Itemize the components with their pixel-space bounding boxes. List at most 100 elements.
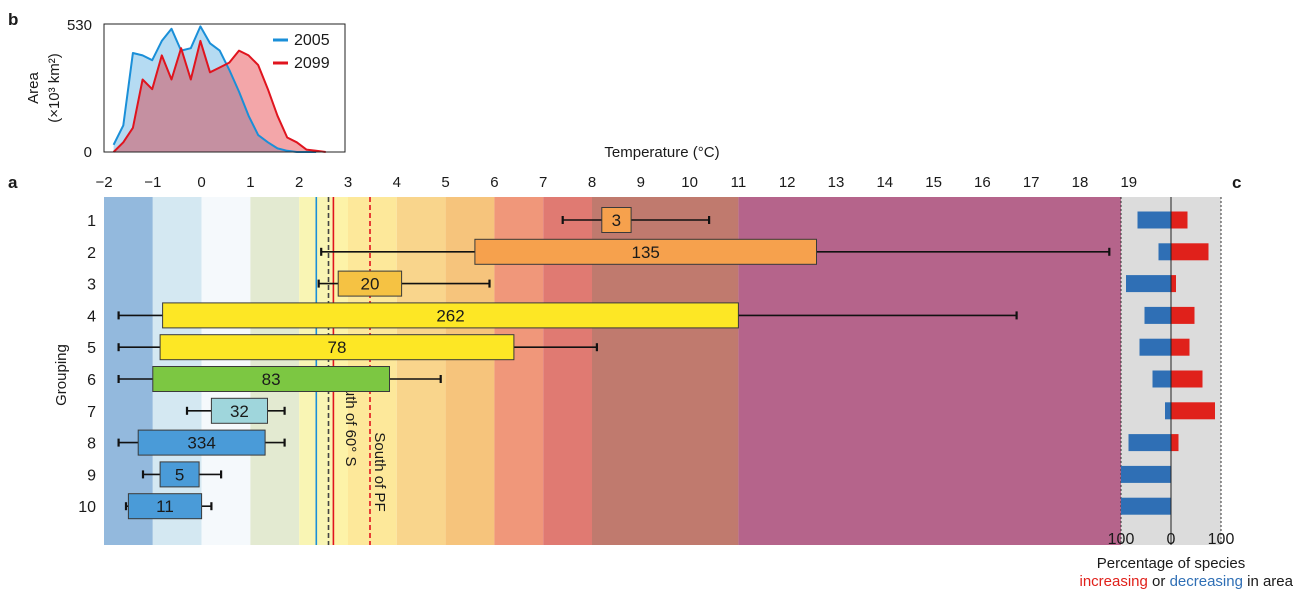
box-group-4: 262	[117, 302, 1018, 329]
panel-b-legend: 2005 2099	[273, 32, 330, 72]
area-line-2099	[112, 39, 326, 153]
x-tick-label: 7	[539, 174, 547, 191]
x-tick-label: 10	[681, 174, 698, 191]
box-count-label: 3	[612, 211, 621, 230]
group-label: 9	[87, 467, 96, 484]
panel-b-frame	[103, 23, 346, 153]
bar-decreasing	[1137, 211, 1171, 229]
annotation-south-of-60s: South of 60° S	[342, 370, 359, 467]
box	[337, 270, 403, 297]
panel-c-bars	[1121, 211, 1215, 515]
x-tick-label: 3	[344, 174, 352, 191]
panel-a-ylabel: Grouping	[53, 344, 70, 406]
group-label: 2	[87, 245, 96, 262]
panel-b-series-areas	[112, 25, 326, 153]
bar-decreasing	[1128, 434, 1171, 452]
box	[137, 429, 266, 456]
box-group-1: 3	[561, 207, 711, 233]
box-group-9: 5	[141, 461, 223, 488]
box-count-label: 78	[328, 338, 347, 357]
panel-c-xtick-0: 0	[1167, 531, 1176, 548]
increasing-word: increasing	[1080, 573, 1148, 590]
panel-c-xlabel-line2: increasing or decreasing in area	[1080, 573, 1294, 590]
bar-increasing	[1171, 434, 1179, 452]
box	[152, 366, 390, 392]
bar-decreasing	[1126, 275, 1171, 293]
group-label: 8	[87, 436, 96, 453]
box-group-7: 32	[185, 397, 286, 424]
panel-c-xtick-left-100: 100	[1108, 531, 1135, 548]
box-group-6: 83	[117, 366, 442, 392]
box-count-label: 334	[187, 434, 215, 453]
box-group-2: 135	[320, 238, 1111, 265]
bar-decreasing	[1165, 402, 1171, 420]
bar-decreasing	[1152, 370, 1171, 388]
temperature-band	[396, 197, 446, 545]
x-tick-label: 16	[974, 174, 991, 191]
bar-decreasing	[1121, 465, 1171, 483]
decreasing-word: decreasing	[1170, 573, 1243, 590]
box-group-10: 11	[124, 493, 213, 520]
group-label: 6	[87, 372, 96, 389]
group-label: 1	[87, 213, 96, 230]
bar-decreasing	[1144, 306, 1171, 324]
box-count-label: 262	[436, 306, 464, 325]
box-count-label: 20	[361, 275, 380, 294]
panel-a-group-labels: 1 2 3 4 5 6 7 8 9 10	[78, 213, 96, 516]
bar-decreasing	[1158, 243, 1171, 261]
box-count-label: 135	[632, 243, 660, 262]
panel-a-boxplot: Temperature (°C) −2 −1 0 1 2 3 4 5 6 7 8 9 10 11 12 13 1…	[53, 144, 1137, 545]
panel-a-boxes: 3 135 20 262 78 83 32 334 5 11	[117, 207, 1111, 520]
legend-label-2099: 2099	[294, 55, 330, 72]
box-count-label: 83	[262, 370, 281, 389]
box	[601, 207, 632, 233]
bar-decreasing	[1139, 338, 1171, 356]
x-tick-label: 1	[246, 174, 254, 191]
box	[210, 397, 268, 424]
bar-increasing	[1171, 275, 1176, 293]
panel-b-ytick-min: 0	[84, 144, 92, 161]
x-tick-label: 15	[925, 174, 942, 191]
x-tick-label: 14	[876, 174, 893, 191]
box-group-5: 78	[117, 334, 599, 361]
x-tick-label: 5	[441, 174, 449, 191]
box-count-label: 32	[230, 402, 249, 421]
panel-b-ytick-max: 530	[67, 17, 92, 34]
group-label: 10	[78, 499, 96, 516]
group-label: 3	[87, 277, 96, 294]
x-tick-label: 8	[588, 174, 596, 191]
panel-label-a: a	[8, 173, 18, 192]
box-count-label: 11	[156, 497, 174, 516]
panel-b-ylabel-line2: (×10³ km²)	[46, 53, 63, 123]
annotation-south-of-pf: South of PF	[371, 432, 388, 511]
bar-decreasing	[1121, 497, 1171, 515]
x-tick-label: 17	[1023, 174, 1040, 191]
panel-label-c: c	[1232, 173, 1241, 192]
box	[162, 302, 739, 329]
x-tick-label: 19	[1120, 174, 1137, 191]
box-group-3: 20	[317, 270, 491, 297]
or-word: or	[1148, 573, 1170, 590]
x-tick-label: 11	[731, 174, 747, 191]
bar-increasing	[1171, 402, 1215, 420]
area-fill-2005	[113, 26, 317, 152]
temperature-band	[104, 197, 153, 545]
bar-increasing	[1171, 306, 1195, 324]
x-tick-label: 6	[490, 174, 498, 191]
box-group-8: 334	[117, 429, 286, 456]
in-area-words: in area	[1243, 573, 1294, 590]
bar-increasing	[1171, 211, 1188, 229]
box	[127, 493, 203, 520]
x-tick-label: 9	[637, 174, 645, 191]
group-label: 4	[87, 308, 96, 325]
x-tick-label: 2	[295, 174, 303, 191]
panel-a-x-ticks: −2 −1 0 1 2 3 4 5 6 7 8 9 10 11 12 13 14 15 16 17 18 19	[95, 174, 1137, 191]
x-tick-label: 12	[779, 174, 796, 191]
area-line-2005	[112, 25, 317, 153]
x-tick-label: 0	[197, 174, 205, 191]
panel-b-area-chart: 530 0 Area (×10³ km²) 2005 2099	[25, 17, 346, 161]
panel-b-ylabel-line1: Area	[25, 72, 42, 104]
box	[159, 461, 200, 488]
group-label: 5	[87, 340, 96, 357]
bar-increasing	[1171, 243, 1209, 261]
